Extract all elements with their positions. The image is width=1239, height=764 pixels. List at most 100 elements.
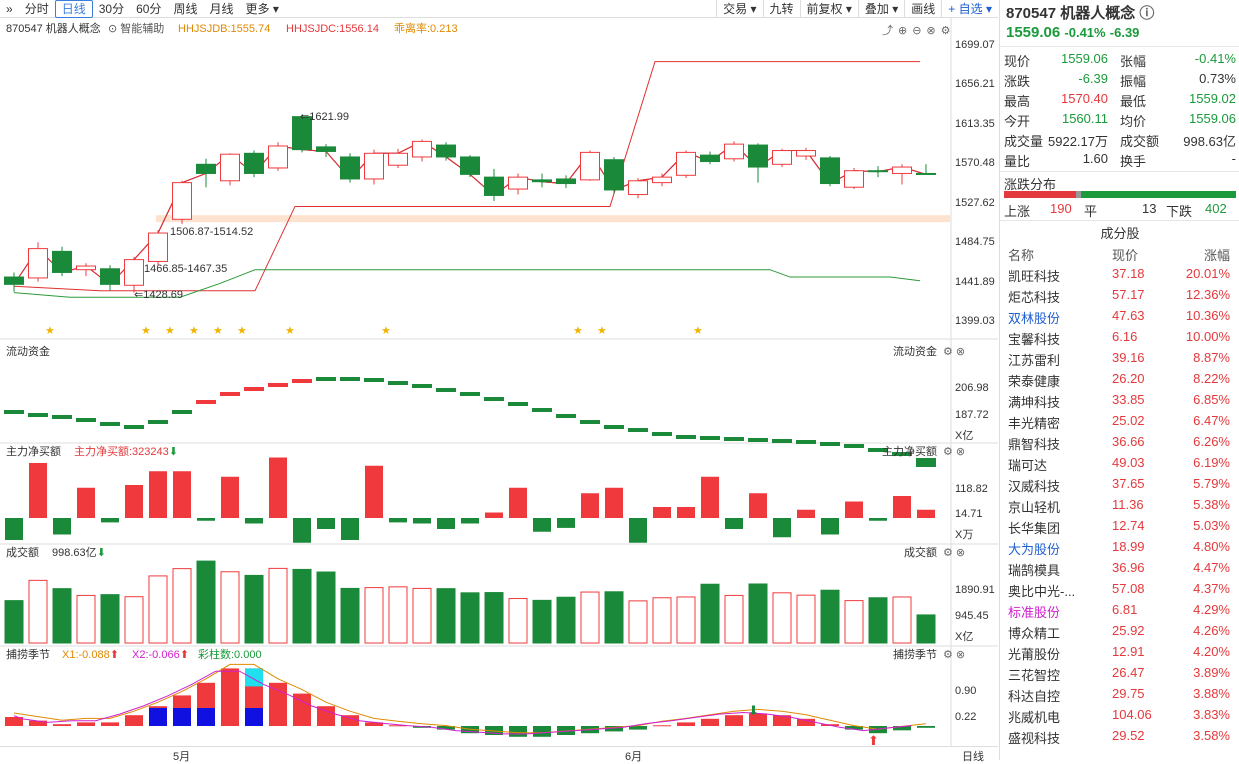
constituent-row[interactable]: 宝馨科技 6.16 10.00% [1008, 327, 1234, 347]
stock-name[interactable]: 瑞可达 [1008, 458, 1048, 473]
netbuy-bar [869, 518, 887, 521]
info-icon: ⓘ [1139, 5, 1155, 22]
stock-name[interactable]: 科达自控 [1008, 689, 1061, 704]
constituent-row[interactable]: 京山轻机 11.36 5.38% [1008, 495, 1234, 515]
kline-chart[interactable]: ★ ★ ★ ★ ★ ★ ★ ★ ★ ★ ★ ⬇ ⬆ [0, 18, 998, 746]
constituent-row[interactable]: 汉威科技 37.65 5.79% [1008, 474, 1234, 494]
tab-weekly[interactable]: 周线 [173, 1, 198, 16]
stock-name[interactable]: 大为股份 [1008, 542, 1061, 557]
turnover-bar [772, 592, 792, 644]
pane-settings-icon[interactable]: ⚙⊗ [943, 547, 969, 559]
liquidity-bar [340, 377, 360, 381]
constituent-row[interactable]: 标准股份 6.81 4.29% [1008, 600, 1234, 620]
tab-monthly[interactable]: 月线 [209, 1, 234, 16]
constituent-row[interactable]: 炬芯科技 57.17 12.36% [1008, 285, 1234, 305]
netbuy-bar [533, 518, 551, 532]
stock-name[interactable]: 京山轻机 [1008, 500, 1061, 515]
candle-body [292, 116, 312, 151]
price-tick: 1699.07 [955, 39, 995, 51]
candle-body [436, 144, 456, 158]
stock-name[interactable]: 江苏雷利 [1008, 353, 1061, 368]
constituent-row[interactable]: 奥比中光-... 57.08 4.37% [1008, 579, 1234, 599]
stock-change: 10.00% [1185, 329, 1230, 344]
candle-body [460, 156, 480, 175]
smart-assist-toggle[interactable]: ⊙ 智能辅助 [108, 23, 165, 35]
tab-30min[interactable]: 30分 [98, 1, 125, 16]
constituent-row[interactable]: 荣泰健康 26.20 8.22% [1008, 369, 1234, 389]
constituent-row[interactable]: 长华集团 12.74 5.03% [1008, 516, 1234, 536]
liquidity-bar [844, 444, 864, 448]
turnover-bar [892, 596, 912, 644]
stat-row: 现价 1559.06 张幅 -0.41% [1004, 49, 1236, 69]
stock-name[interactable]: 盛视科技 [1008, 731, 1061, 746]
constituent-row[interactable]: 光莆股份 12.91 4.20% [1008, 642, 1234, 662]
liquidity-bar [388, 381, 408, 385]
stock-change: 3.89% [1193, 665, 1230, 680]
constituent-row[interactable]: 丰光精密 25.02 6.47% [1008, 411, 1234, 431]
turnover-bar [364, 587, 384, 644]
constituent-row[interactable]: 双林股份 47.63 10.36% [1008, 306, 1234, 326]
up-arrow-icon: ⬆ [868, 733, 879, 746]
overlay-button[interactable]: 叠加 ▾ [857, 0, 904, 18]
quote-price-line: 1559.06 -0.41% -6.39 [1006, 24, 1139, 41]
chart-controls-icons[interactable]: ⤴⊕⊖⊗⚙ [882, 25, 956, 37]
pane-tick: 1890.91 [955, 584, 995, 596]
stock-name[interactable]: 瑞鹄模具 [1008, 563, 1061, 578]
nine-turn-button[interactable]: 九转 [762, 0, 800, 18]
constituent-row[interactable]: 盛视科技 29.52 3.58% [1008, 726, 1234, 746]
stock-name[interactable]: 博众精工 [1008, 626, 1061, 641]
collapse-icon[interactable]: » [6, 1, 13, 16]
constituent-row[interactable]: 江苏雷利 39.16 8.87% [1008, 348, 1234, 368]
quote-panel: 870547 机器人概念 ⓘ 1559.06 -0.41% -6.39 现价 1… [999, 0, 1239, 760]
draw-button[interactable]: 画线 [904, 0, 941, 18]
turnover-bar [652, 597, 672, 644]
stock-price: 37.65 [1112, 476, 1145, 491]
netbuy-bar [821, 518, 839, 535]
candle-body [844, 170, 864, 188]
constituent-row[interactable]: 满坤科技 33.85 6.85% [1008, 390, 1234, 410]
stock-name[interactable]: 长华集团 [1008, 521, 1061, 536]
stock-name[interactable]: 标准股份 [1008, 605, 1061, 620]
tab-60min[interactable]: 60分 [136, 1, 162, 16]
stock-name[interactable]: 三花智控 [1008, 668, 1061, 683]
constituent-row[interactable]: 科达自控 29.75 3.88% [1008, 684, 1234, 704]
stock-name[interactable]: 荣泰健康 [1008, 374, 1061, 389]
stock-name[interactable]: 汉威科技 [1008, 479, 1061, 494]
stat-label: 换手 [1120, 154, 1147, 169]
stock-name[interactable]: 鼎智科技 [1008, 437, 1061, 452]
turnover-bar [148, 575, 168, 644]
stock-name[interactable]: 双林股份 [1008, 311, 1061, 326]
tab-daily[interactable]: 日线 [54, 0, 93, 18]
stock-name[interactable]: 凯旺科技 [1008, 269, 1061, 284]
stat-value: 1.60 [1082, 151, 1108, 166]
stock-name[interactable]: 丰光精密 [1008, 416, 1061, 431]
stock-name[interactable]: 兆威机电 [1008, 710, 1061, 725]
price-tick: 1441.89 [955, 276, 995, 288]
stock-name[interactable]: 炬芯科技 [1008, 290, 1061, 305]
constituent-row[interactable]: 瑞鹄模具 36.96 4.47% [1008, 558, 1234, 578]
stock-name[interactable]: 奥比中光-... [1008, 584, 1076, 599]
constituent-row[interactable]: 大为股份 18.99 4.80% [1008, 537, 1234, 557]
pane-settings-icon[interactable]: ⚙⊗ [943, 446, 969, 458]
pane-settings-icon[interactable]: ⚙⊗ [943, 649, 969, 661]
constituent-row[interactable]: 三花智控 26.47 3.89% [1008, 663, 1234, 683]
chart-area[interactable]: ★ ★ ★ ★ ★ ★ ★ ★ ★ ★ ★ ⬇ ⬆ 870547 机器人概念 ⊙ 智能辅助 HHJSJD… [0, 18, 998, 746]
constituent-row[interactable]: 博众精工 25.92 4.26% [1008, 621, 1234, 641]
star-icon: ★ [573, 325, 583, 337]
price-tick: 1656.21 [955, 78, 995, 90]
tab-intraday[interactable]: 分时 [24, 1, 49, 16]
stock-name[interactable]: 宝馨科技 [1008, 332, 1061, 347]
constituent-row[interactable]: 鼎智科技 36.66 6.26% [1008, 432, 1234, 452]
stock-name[interactable]: 光莆股份 [1008, 647, 1061, 662]
pane-settings-icon[interactable]: ⚙⊗ [943, 346, 969, 358]
stock-name[interactable]: 满坤科技 [1008, 395, 1061, 410]
tab-more[interactable]: 更多 ▾ [245, 1, 279, 16]
constituent-row[interactable]: 瑞可达 49.03 6.19% [1008, 453, 1234, 473]
constituent-row[interactable]: 兆威机电 104.06 3.83% [1008, 705, 1234, 725]
fishing-bar [701, 718, 719, 726]
trade-button[interactable]: 交易 ▾ [716, 0, 762, 18]
constituent-row[interactable]: 凯旺科技 37.18 20.01% [1008, 264, 1234, 284]
adjust-button[interactable]: 前复权 ▾ [799, 0, 858, 18]
netbuy-bar [605, 487, 623, 518]
add-watchlist-button[interactable]: + 自选 ▾ [941, 0, 998, 18]
